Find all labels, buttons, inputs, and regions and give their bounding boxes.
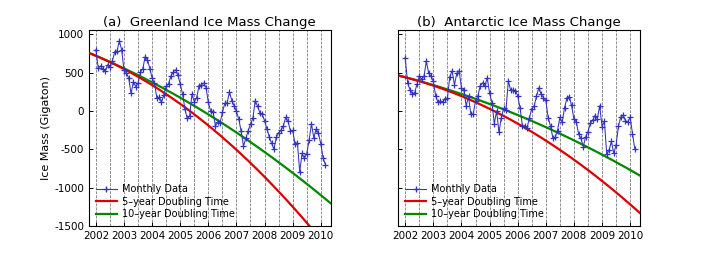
Title: (a)  Greenland Ice Mass Change: (a) Greenland Ice Mass Change bbox=[103, 16, 316, 29]
Legend: Monthly Data, 5–year Doubling Time, 10–year Doubling Time: Monthly Data, 5–year Doubling Time, 10–y… bbox=[94, 182, 237, 221]
Legend: Monthly Data, 5–year Doubling Time, 10–year Doubling Time: Monthly Data, 5–year Doubling Time, 10–y… bbox=[403, 182, 546, 221]
Title: (b)  Antarctic Ice Mass Change: (b) Antarctic Ice Mass Change bbox=[417, 16, 621, 29]
Y-axis label: Ice Mass (Gigaton): Ice Mass (Gigaton) bbox=[41, 76, 51, 180]
